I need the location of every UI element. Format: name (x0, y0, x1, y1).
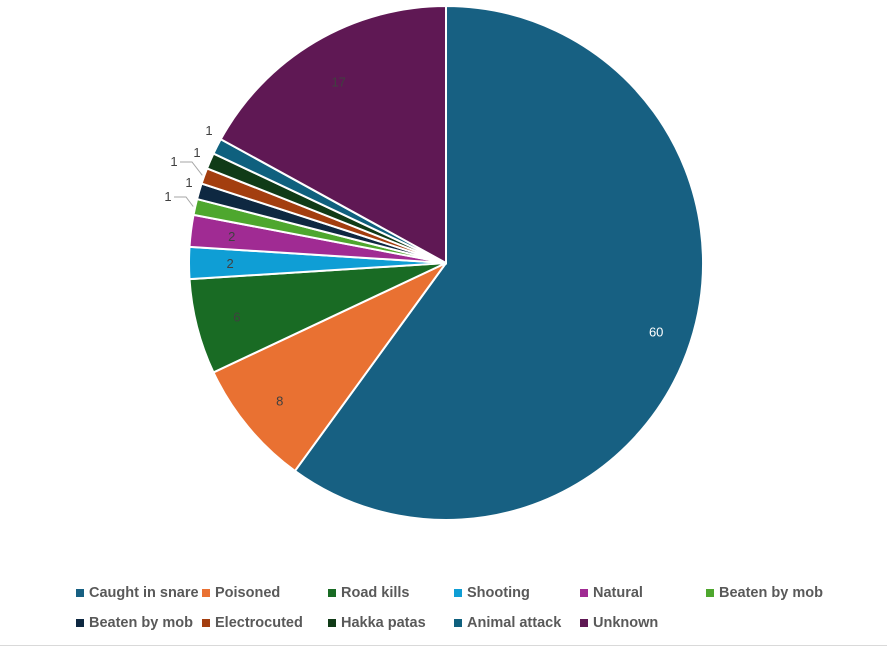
legend-swatch (580, 619, 588, 627)
legend-label: Caught in snare (89, 585, 199, 601)
legend-label: Road kills (341, 585, 410, 601)
leader-line-8 (180, 161, 203, 176)
legend-item-11: Unknown (580, 613, 706, 633)
data-label-7: 1 (185, 175, 192, 190)
legend-label: Unknown (593, 615, 659, 631)
pie-slice-1 (293, 4, 704, 521)
legend-swatch (706, 589, 714, 597)
legend-swatch (454, 589, 462, 597)
leader-lines (174, 161, 203, 207)
data-label-8: 1 (170, 154, 177, 169)
legend-item-6: Beaten by mob (706, 583, 836, 603)
legend-item-10: Animal attack (454, 613, 580, 633)
legend-item-9: Hakka patas (328, 613, 454, 633)
legend-item-5: Natural (580, 583, 706, 603)
legend-label: Natural (593, 585, 643, 601)
legend-label: Poisoned (215, 585, 281, 601)
legend-item-1: Caught in snare (76, 583, 202, 603)
legend-label: Beaten by mob (719, 585, 823, 601)
legend-item-7: Beaten by mob (76, 613, 202, 633)
data-label-6: 1 (164, 189, 171, 204)
pie-slices (188, 4, 704, 521)
legend-label: Animal attack (467, 615, 562, 631)
data-label-5: 2 (228, 229, 235, 244)
leader-line-6 (174, 196, 194, 207)
legend-swatch (76, 619, 84, 627)
legend-swatch (580, 589, 588, 597)
bottom-border (0, 645, 887, 646)
legend-swatch (328, 619, 336, 627)
legend-swatch (76, 589, 84, 597)
data-label-10: 1 (205, 123, 212, 138)
data-label-2: 8 (276, 394, 283, 409)
legend-item-2: Poisoned (202, 583, 328, 603)
pie-slice-11 (219, 4, 447, 265)
chart-legend: Caught in snare Poisoned Road kills Shootin… (76, 583, 876, 633)
legend-label: Electrocuted (215, 615, 303, 631)
data-label-3: 6 (233, 310, 240, 325)
legend-swatch (454, 619, 462, 627)
legend-item-8: Electrocuted (202, 613, 328, 633)
legend-swatch (202, 589, 210, 597)
data-label-4: 2 (226, 256, 233, 271)
data-label-11: 17 (331, 75, 345, 90)
legend-label: Shooting (467, 585, 530, 601)
data-label-1: 60 (649, 324, 663, 339)
legend-label: Beaten by mob (89, 615, 193, 631)
legend-swatch (202, 619, 210, 627)
legend-item-3: Road kills (328, 583, 454, 603)
data-label-9: 1 (193, 145, 200, 160)
legend-item-4: Shooting (454, 583, 580, 603)
legend-label: Hakka patas (341, 615, 426, 631)
pie-slice-2 (212, 262, 447, 473)
legend-swatch (328, 589, 336, 597)
